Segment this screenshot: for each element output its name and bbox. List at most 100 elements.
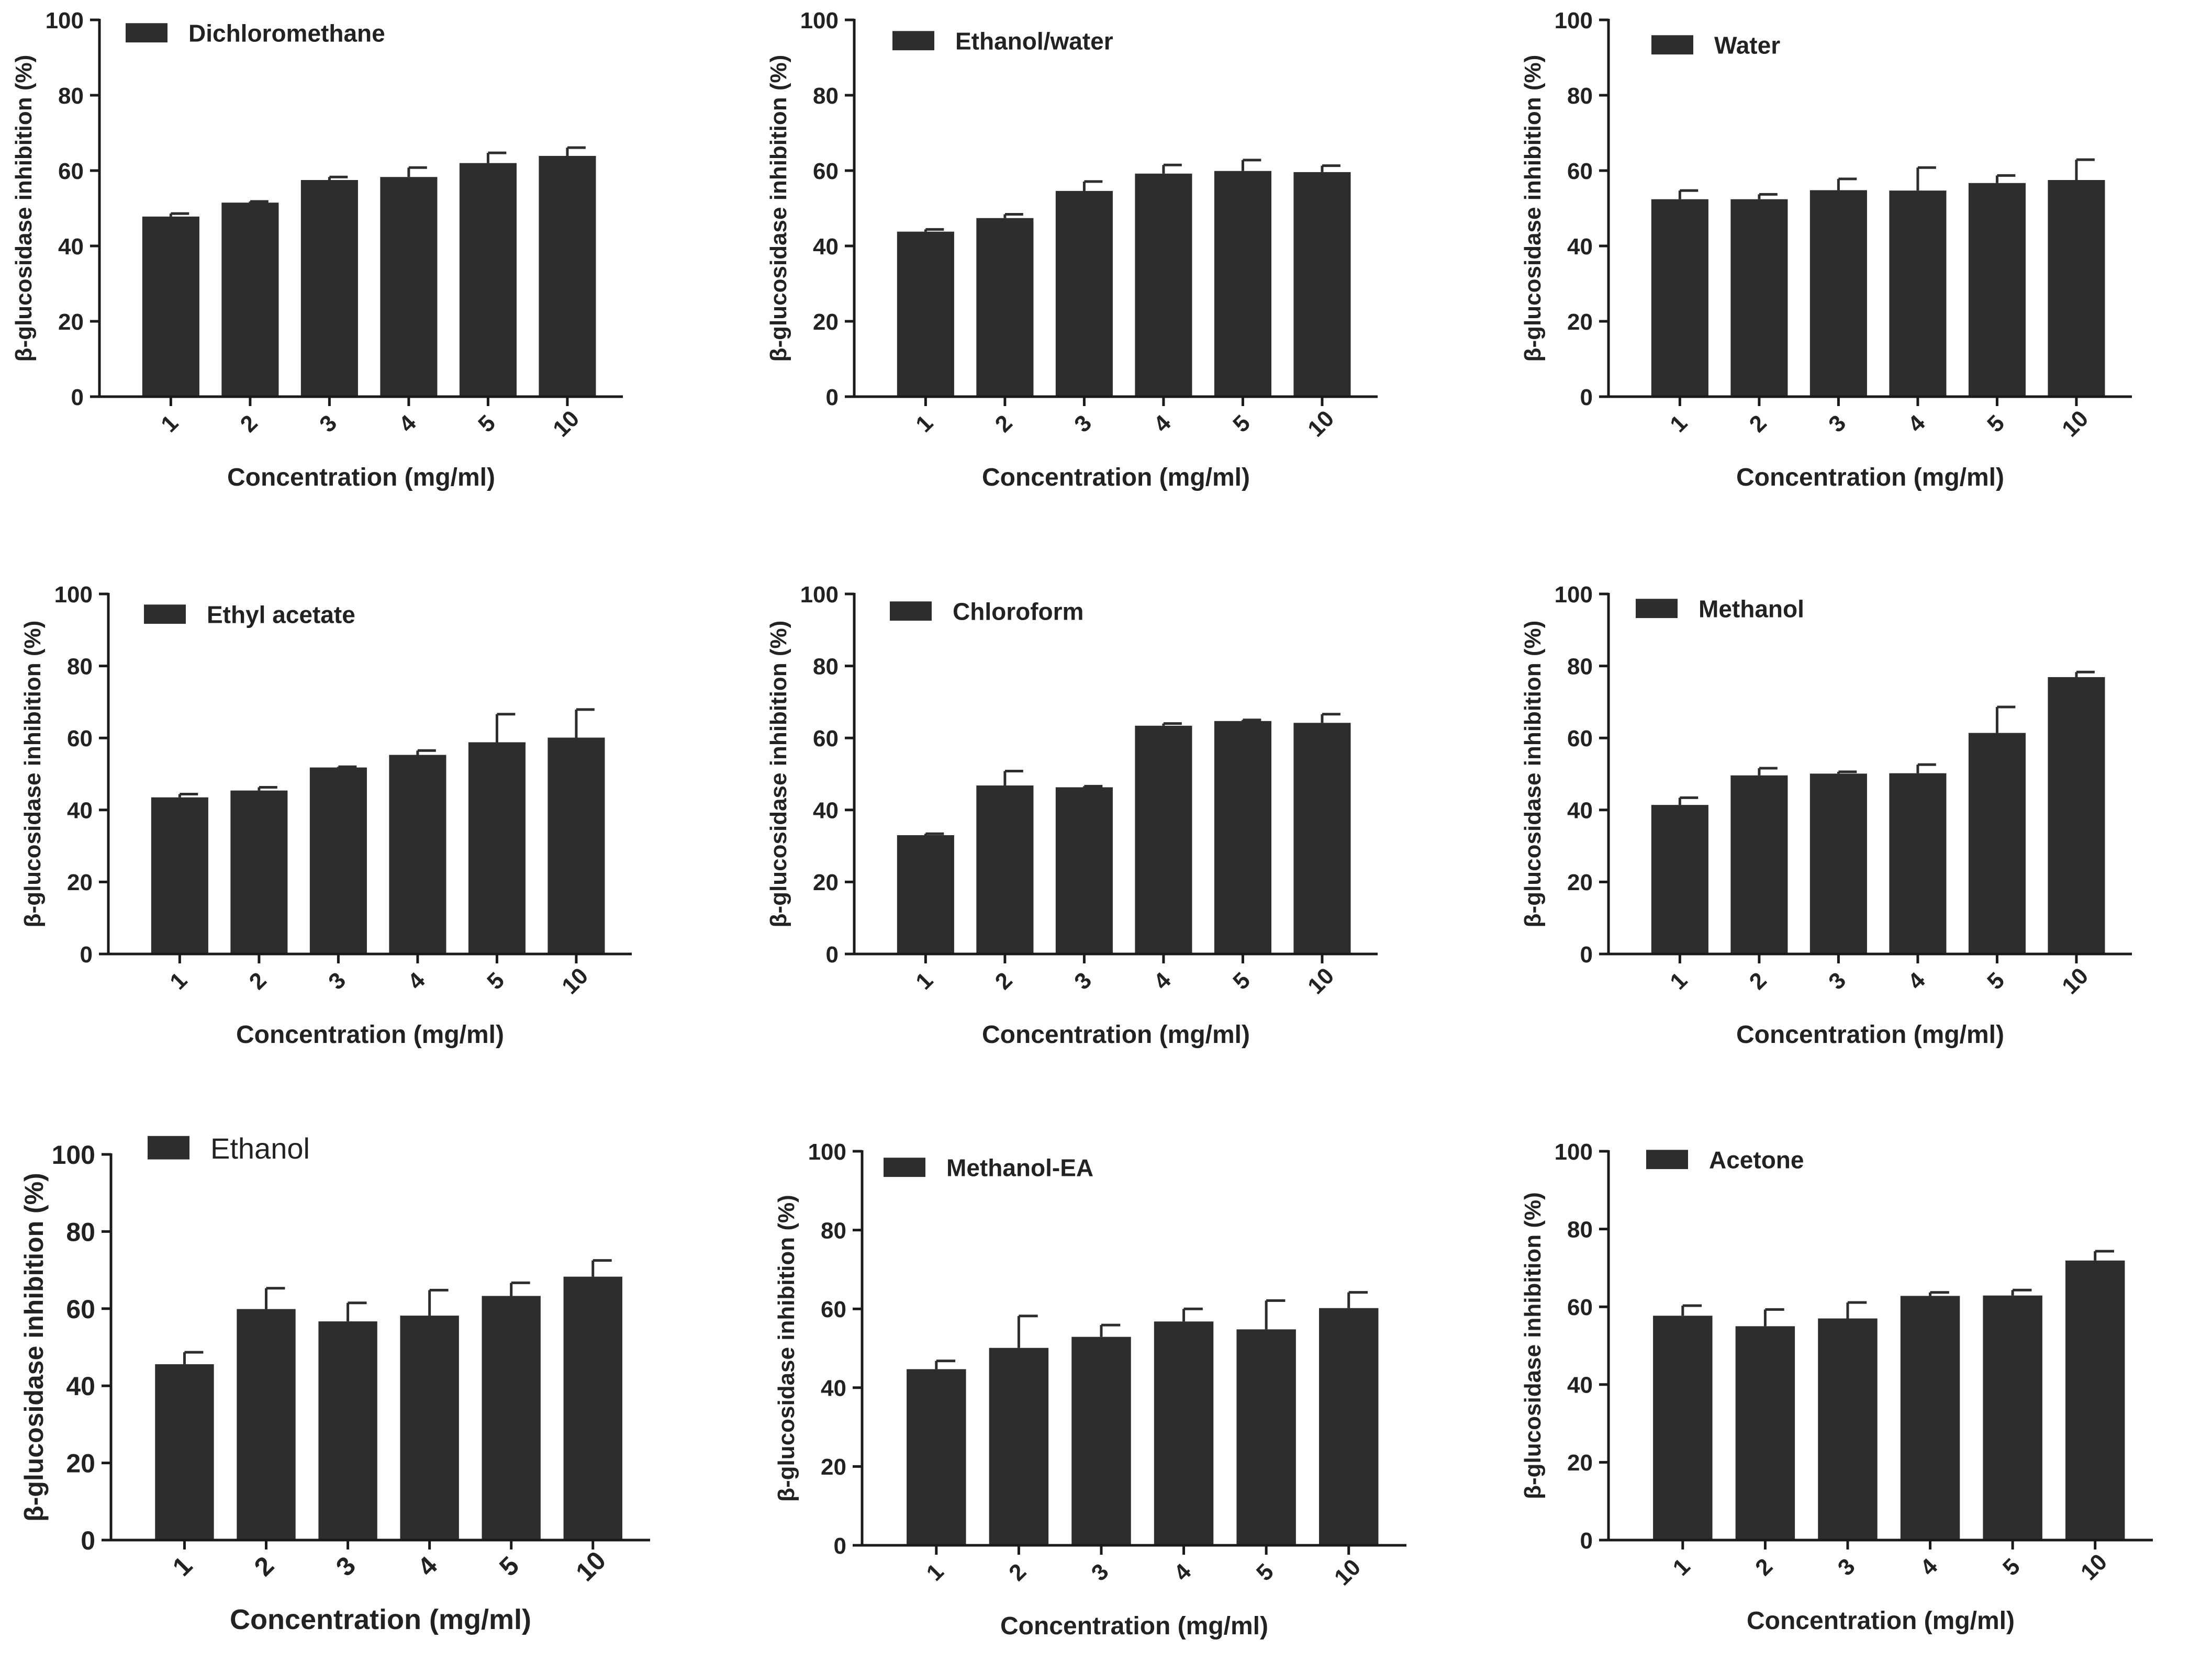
bar (142, 216, 199, 397)
y-tick-label: 40 (813, 234, 839, 260)
x-tick-label: 10 (2076, 1549, 2112, 1585)
chart-panel-9: 0 20 40 60 80 100 1 2 3 4 5 10 β-glucosidase inhibit… (1520, 1139, 2153, 1635)
y-tick-label: 80 (813, 654, 839, 679)
legend-swatch (1636, 599, 1678, 619)
bar (1983, 1295, 2042, 1540)
y-tick-label: 40 (1567, 1373, 1593, 1398)
x-tick-label: 10 (1303, 406, 1339, 442)
x-tick-label: 5 (1998, 1554, 2025, 1581)
x-tick-label: 3 (1069, 968, 1097, 995)
bar (1071, 1337, 1131, 1545)
x-tick-label: 3 (315, 410, 342, 437)
y-tick-label: 60 (1567, 726, 1593, 751)
x-axis-title: Concentration (mg/ml) (982, 1021, 1250, 1049)
bar (2048, 677, 2105, 954)
x-axis-title: Concentration (mg/ml) (1000, 1612, 1268, 1640)
x-tick-label: 3 (1833, 1554, 1860, 1581)
bar (548, 737, 605, 954)
bar (2065, 1260, 2125, 1540)
legend-swatch (144, 604, 186, 624)
y-axis-title: β-glucosidase inhibition (%) (11, 55, 37, 362)
bar (1889, 773, 1947, 954)
x-tick-label: 4 (1915, 1553, 1942, 1580)
bar (2048, 180, 2105, 397)
y-axis-title: β-glucosidase inhibition (%) (766, 55, 791, 362)
bar (976, 218, 1034, 397)
y-tick-label: 0 (80, 942, 93, 968)
bar (468, 742, 526, 954)
x-tick-label: 5 (473, 410, 500, 437)
y-tick-label: 20 (67, 870, 93, 895)
bar (976, 785, 1034, 954)
bar (1651, 199, 1708, 397)
x-tick-label: 3 (1824, 410, 1851, 437)
bar (563, 1276, 622, 1540)
legend-swatch (890, 601, 932, 621)
x-tick-label: 10 (1303, 963, 1339, 999)
y-tick-label: 100 (46, 8, 84, 33)
x-tick-label: 3 (1824, 968, 1851, 995)
legend-label: Water (1714, 32, 1780, 59)
y-tick-label: 60 (67, 726, 93, 751)
legend-label: Methanol-EA (946, 1154, 1093, 1182)
x-tick-label: 1 (1665, 968, 1692, 995)
bar (907, 1369, 966, 1545)
y-tick-label: 0 (81, 1526, 95, 1555)
chart-panel-6: 0 20 40 60 80 100 1 2 3 4 5 10 β-glucosidase inhibit… (1520, 582, 2132, 1049)
y-tick-label: 100 (808, 1139, 846, 1165)
x-tick-label: 4 (394, 410, 421, 437)
bar (897, 231, 954, 397)
x-tick-label: 3 (330, 1551, 361, 1581)
x-tick-label: 1 (911, 410, 938, 437)
y-tick-label: 80 (1567, 654, 1593, 679)
bar (1735, 1326, 1795, 1540)
legend-swatch (884, 1158, 925, 1177)
bar (1135, 173, 1192, 397)
bar (1968, 733, 2026, 954)
x-tick-label: 4 (412, 1551, 443, 1581)
bar (230, 790, 288, 954)
x-tick-label: 5 (482, 968, 509, 995)
y-axis-title: β-glucosidase inhibition (%) (19, 1173, 49, 1522)
y-axis-title: β-glucosidase inhibition (%) (1520, 55, 1546, 362)
y-tick-label: 60 (813, 726, 839, 751)
y-tick-label: 80 (58, 83, 84, 109)
x-tick-label: 4 (1903, 967, 1930, 994)
bar (482, 1296, 541, 1540)
x-tick-label: 2 (244, 968, 272, 995)
chart-panel-8: 0 20 40 60 80 100 1 2 3 4 5 10 β-glucosidase inhibit… (774, 1139, 1406, 1640)
y-tick-label: 20 (813, 870, 839, 895)
bar (1236, 1329, 1296, 1545)
bar (221, 203, 279, 397)
y-tick-label: 80 (821, 1218, 846, 1243)
y-tick-label: 40 (58, 234, 84, 260)
y-tick-label: 100 (1555, 1139, 1593, 1165)
bar (300, 180, 358, 397)
x-tick-label: 4 (403, 967, 430, 994)
y-tick-label: 40 (821, 1376, 846, 1401)
legend-label: Acetone (1709, 1147, 1804, 1174)
bar (1214, 721, 1271, 954)
y-tick-label: 40 (66, 1372, 95, 1401)
y-tick-label: 100 (800, 582, 839, 608)
bar (1319, 1308, 1379, 1545)
x-tick-label: 10 (548, 406, 584, 442)
y-tick-label: 0 (834, 1533, 846, 1559)
bar (155, 1364, 214, 1540)
y-axis-title: β-glucosidase inhibition (%) (1520, 621, 1546, 928)
legend-swatch (148, 1136, 189, 1160)
legend-swatch (892, 31, 934, 51)
y-tick-label: 20 (1567, 1450, 1593, 1476)
bar (1055, 190, 1113, 397)
bar (1889, 190, 1947, 397)
y-tick-label: 80 (66, 1217, 95, 1246)
y-tick-label: 60 (821, 1297, 846, 1322)
y-tick-label: 100 (1555, 8, 1593, 33)
x-tick-label: 1 (167, 1551, 198, 1581)
x-tick-label: 1 (1665, 410, 1692, 437)
y-tick-label: 20 (821, 1454, 846, 1480)
bar (1818, 1318, 1878, 1540)
y-tick-label: 100 (800, 8, 839, 33)
x-tick-label: 5 (1982, 410, 2009, 437)
x-tick-label: 5 (1228, 968, 1255, 995)
